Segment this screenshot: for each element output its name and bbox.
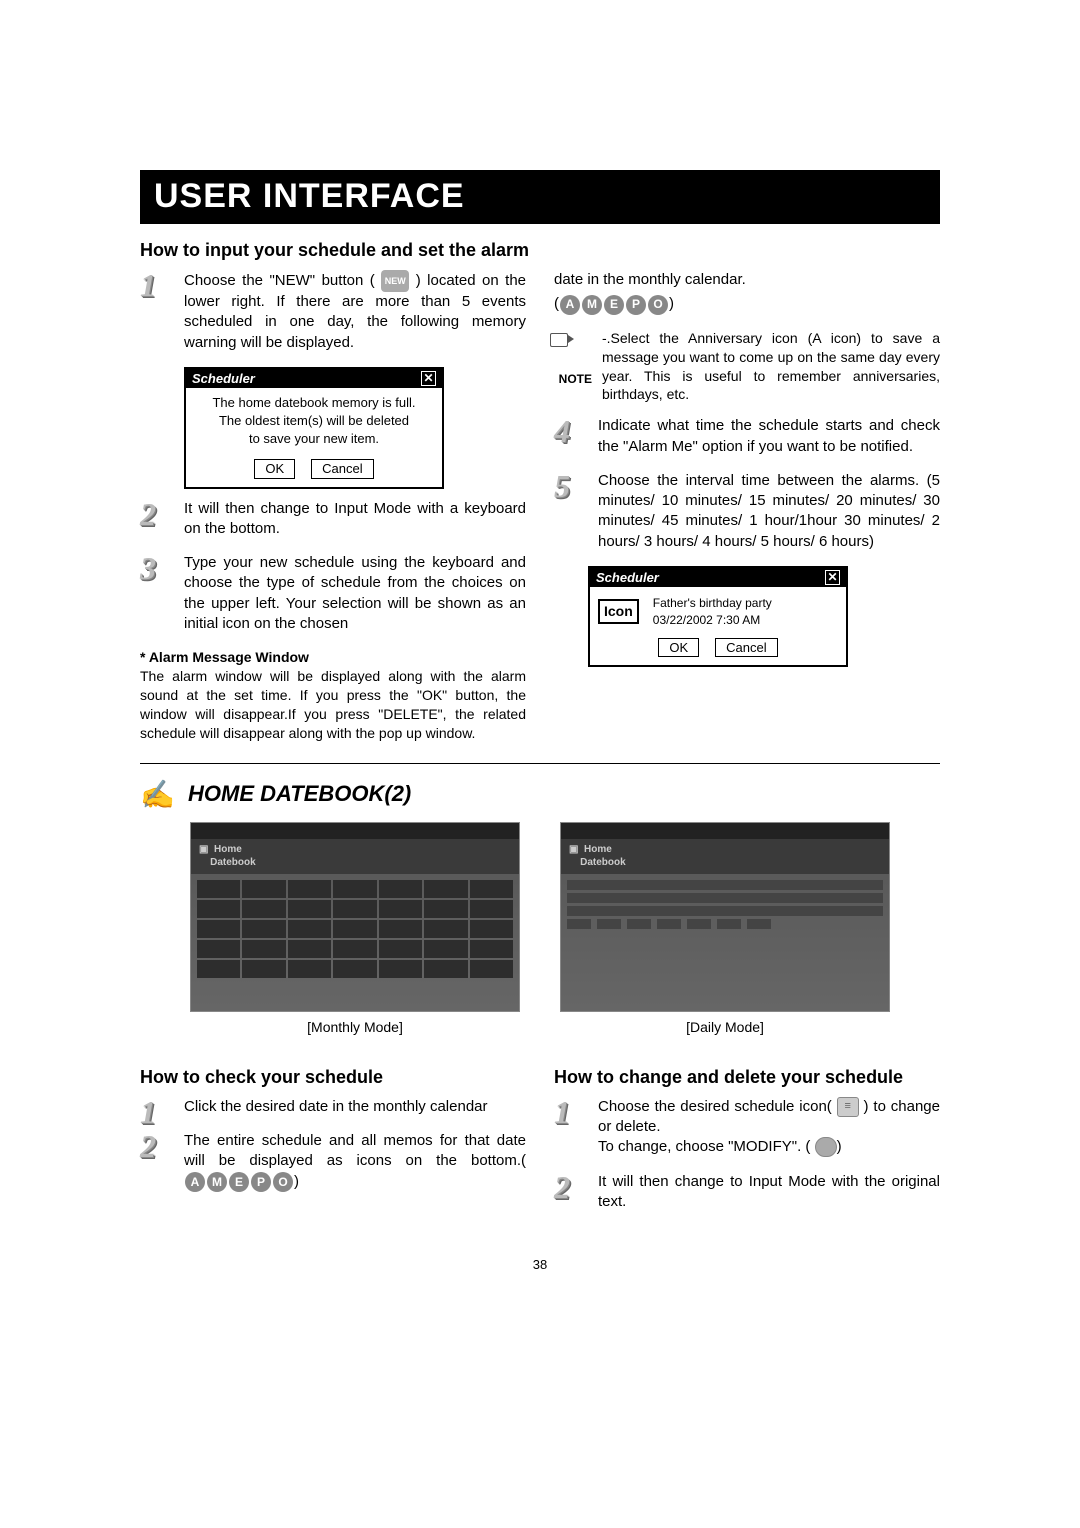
schedule-type-icons: AMEPO: [184, 1172, 294, 1192]
step-1: 1 Choose the "NEW" button ( NEW ) locate…: [184, 270, 526, 353]
alarm-text: The alarm window will be displayed along…: [140, 667, 526, 743]
alarm-event-time: 03/22/2002 7:30 AM: [653, 612, 772, 628]
hand-icon: ✍: [140, 776, 176, 812]
icon-label-box: Icon: [598, 599, 639, 624]
scheduler2-title: Scheduler: [596, 569, 659, 587]
step-3-text: Type your new schedule using the keyboar…: [184, 554, 526, 632]
caption-monthly: [Monthly Mode]: [190, 1018, 520, 1037]
close-icon: ✕: [825, 570, 840, 585]
check-step-1: 1 Click the desired date in the monthly …: [184, 1097, 526, 1117]
page-title-bar: USER INTERFACE: [140, 170, 940, 224]
cancel-button: Cancel: [715, 638, 777, 658]
step-4: 4 Indicate what time the schedule starts…: [598, 416, 940, 457]
check-step-2-text: The entire schedule and all memos for th…: [184, 1132, 526, 1169]
step-number-icon: 5: [554, 465, 588, 499]
heading-change-delete: How to change and delete your schedule: [554, 1065, 940, 1089]
step-3: 3 Type your new schedule using the keybo…: [184, 553, 526, 634]
schedule-type-icons: AMEPO: [559, 294, 669, 314]
scheduler-title: Scheduler: [192, 370, 255, 388]
change-step-2: 2 It will then change to Input Mode with…: [598, 1172, 940, 1213]
heading-check-schedule: How to check your schedule: [140, 1065, 526, 1089]
note-pointer-icon: [544, 329, 578, 353]
change-step-1a: Choose the desired schedule icon(: [598, 1098, 832, 1115]
step-number-icon: 1: [554, 1091, 588, 1125]
step-2: 2 It will then change to Input Mode with…: [184, 499, 526, 540]
section-title-datebook: HOME DATEBOOK(2): [188, 779, 411, 809]
new-button-icon: NEW: [381, 270, 409, 292]
page-number: 38: [140, 1256, 940, 1274]
step-number-icon: 2: [554, 1166, 588, 1200]
note-text: -.Select the Anniversary icon (A icon) t…: [602, 329, 940, 405]
step-number-icon: 4: [554, 410, 588, 444]
step-number-icon: 2: [140, 1125, 174, 1159]
caption-daily: [Daily Mode]: [560, 1018, 890, 1037]
step-number-icon: 1: [140, 264, 174, 298]
scheduler-alarm-dialog: Scheduler ✕ Icon Father's birthday party…: [588, 566, 848, 667]
scheduler-body: The home datebook memory is full. The ol…: [186, 388, 442, 453]
alarm-event-title: Father's birthday party: [653, 595, 772, 611]
step-number-icon: 2: [140, 493, 174, 527]
step-1-text-a: Choose the "NEW" button (: [184, 272, 375, 289]
section-divider: [140, 763, 940, 764]
change-step-1: 1 Choose the desired schedule icon( ≡ ) …: [598, 1097, 940, 1158]
close-icon: ✕: [421, 371, 436, 386]
change-step-1c: To change, choose "MODIFY". (: [598, 1138, 810, 1155]
step-5: 5 Choose the interval time between the a…: [598, 471, 940, 552]
modify-button-icon: [815, 1137, 837, 1157]
alarm-heading: * Alarm Message Window: [140, 648, 526, 667]
step-4-text: Indicate what time the schedule starts a…: [598, 417, 940, 454]
note-label: NOTE: [544, 353, 592, 387]
ok-button: OK: [254, 459, 295, 479]
step-2-text: It will then change to Input Mode with a…: [184, 500, 526, 537]
check-step-1-text: Click the desired date in the monthly ca…: [184, 1098, 488, 1115]
schedule-icon: ≡: [837, 1097, 859, 1117]
cancel-button: Cancel: [311, 459, 373, 479]
step-number-icon: 3: [140, 547, 174, 581]
ok-button: OK: [658, 638, 699, 658]
change-step-2-text: It will then change to Input Mode with t…: [598, 1173, 940, 1210]
right-top-text: date in the monthly calendar.: [554, 270, 940, 290]
monthly-mode-screenshot: ▣ Home Datebook: [190, 822, 520, 1012]
check-step-2: 2 The entire schedule and all memos for …: [184, 1131, 526, 1192]
scheduler-warning-dialog: Scheduler ✕ The home datebook memory is …: [184, 367, 444, 489]
step-5-text: Choose the interval time between the ala…: [598, 472, 940, 550]
subheading-input-schedule: How to input your schedule and set the a…: [140, 238, 940, 262]
step-number-icon: 1: [140, 1091, 174, 1125]
daily-mode-screenshot: ▣ Home Datebook: [560, 822, 890, 1012]
